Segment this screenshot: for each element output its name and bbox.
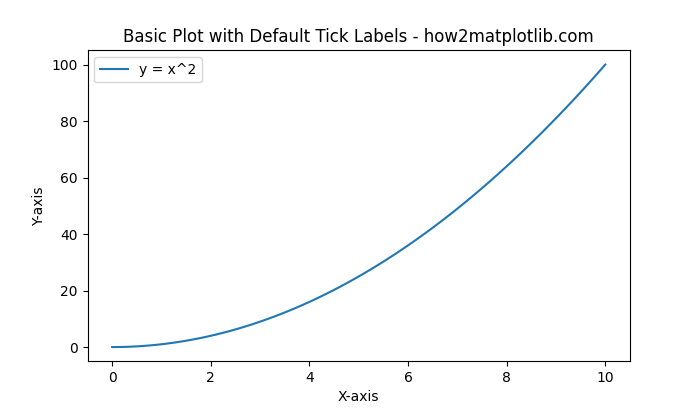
- y = x^2: [223, 329, 231, 334]
- y = x^2: [561, 106, 570, 111]
- Legend: y = x^2: y = x^2: [94, 58, 202, 82]
- Line: y = x^2: y = x^2: [112, 65, 606, 347]
- y = x^2: [362, 270, 370, 275]
- X-axis label: X-axis: X-axis: [338, 391, 379, 404]
- Y-axis label: Y-axis: Y-axis: [32, 186, 46, 226]
- y = x^2: [108, 344, 116, 349]
- y = x^2: [402, 244, 410, 249]
- Title: Basic Plot with Default Tick Labels - how2matplotlib.com: Basic Plot with Default Tick Labels - ho…: [123, 28, 594, 46]
- y = x^2: [601, 62, 610, 67]
- y = x^2: [576, 90, 584, 95]
- y = x^2: [202, 334, 211, 339]
